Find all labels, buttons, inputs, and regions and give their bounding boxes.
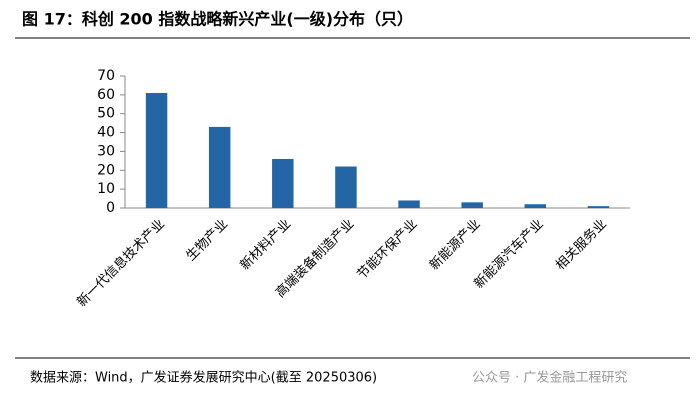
chart-title: 图 17：科创 200 指数战略新兴产业(一级)分布（只） bbox=[22, 10, 413, 29]
y-tick-label: 30 bbox=[97, 143, 115, 159]
y-tick-label: 50 bbox=[97, 106, 115, 122]
bar bbox=[145, 92, 168, 208]
x-tick-label: 新能源产业 bbox=[426, 216, 483, 273]
y-tick-label: 60 bbox=[97, 87, 115, 103]
x-tick-label: 新材料产业 bbox=[237, 216, 294, 273]
bar bbox=[335, 166, 357, 208]
x-tick-label: 新一代信息技术产业 bbox=[74, 216, 168, 310]
y-tick-label: 10 bbox=[97, 181, 115, 197]
bar bbox=[587, 206, 610, 208]
x-tick-label: 生物产业 bbox=[184, 217, 231, 264]
y-tick-label: 40 bbox=[97, 125, 115, 141]
bar bbox=[524, 204, 547, 208]
source-note: 数据来源：Wind，广发证券发展研究中心(截至 20250306) bbox=[30, 370, 377, 386]
y-tick-label: 70 bbox=[97, 68, 115, 84]
x-tick-label: 相关服务业 bbox=[552, 216, 609, 273]
y-tick-label: 20 bbox=[97, 162, 115, 178]
bar bbox=[208, 126, 231, 208]
bar bbox=[272, 158, 294, 208]
bar bbox=[461, 202, 483, 208]
watermark: 公众号 · 广发金融工程研究 bbox=[472, 370, 627, 386]
x-tick-label: 节能环保产业 bbox=[355, 217, 421, 283]
bar bbox=[398, 200, 420, 208]
y-tick-label: 0 bbox=[106, 200, 115, 216]
